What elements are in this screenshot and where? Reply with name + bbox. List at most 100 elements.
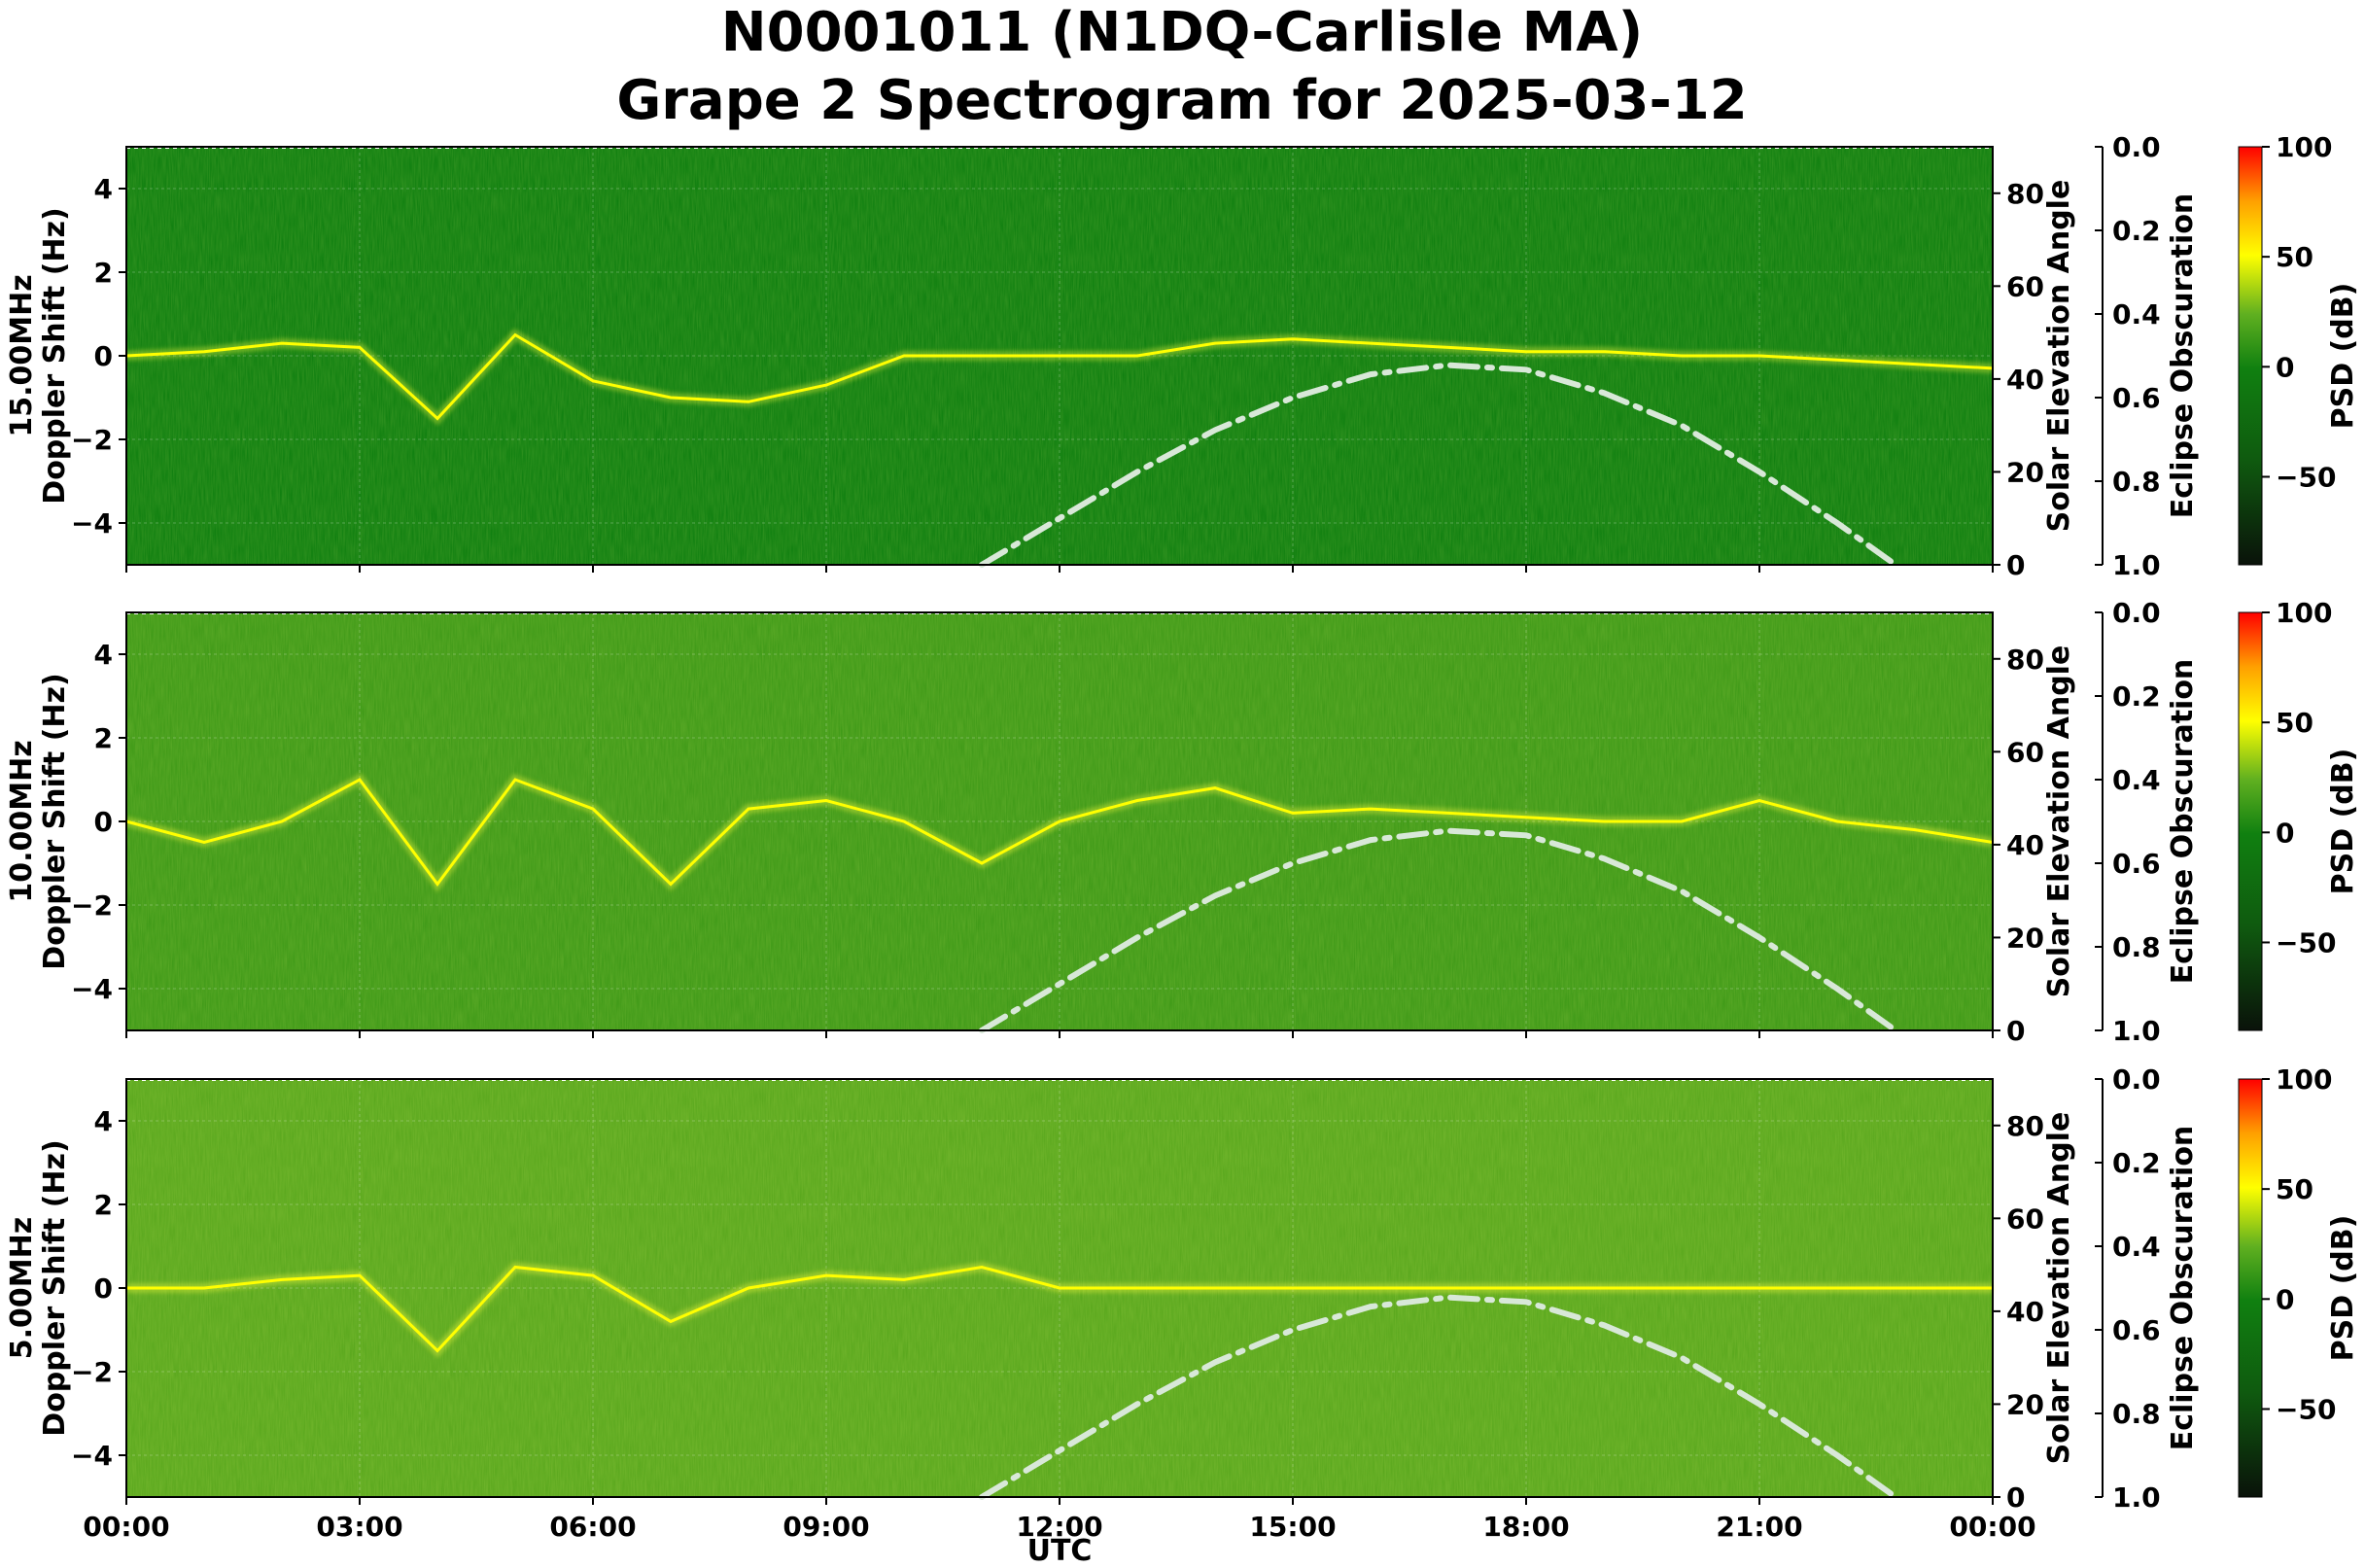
elev-tick-label: 40 (2006, 829, 2044, 861)
x-tick-label: 12:00 (1016, 1511, 1102, 1543)
colorbar-tick-label: −50 (2276, 926, 2336, 958)
colorbar-label: PSD (dB) (2326, 749, 2360, 895)
solar-elevation-curve (979, 1294, 1898, 1500)
y-tick-label: 0 (94, 1272, 113, 1305)
y-tick-label: 2 (94, 257, 113, 289)
y-axis-label-freq: 5.00MHz (5, 1217, 39, 1359)
eclipse-tick-label: 0.8 (2112, 1398, 2161, 1430)
panels: 420−2−415.00MHz Doppler Shift (Hz)0204060… (5, 131, 2360, 1543)
y-tick-label: 2 (94, 1189, 113, 1221)
elev-tick-label: 60 (2006, 736, 2044, 768)
eclipse-tick-label: 0.6 (2112, 848, 2161, 880)
colorbar-tick-label: 50 (2276, 1173, 2313, 1205)
chart-title-line2: Grape 2 Spectrogram for 2025-03-12 (616, 69, 1747, 132)
eclipse-tick-label: 0.2 (2112, 680, 2161, 713)
colorbar (2238, 1078, 2263, 1498)
colorbar-tick-label: −50 (2276, 1393, 2336, 1425)
panel-5.00MHz: 420−2−45.00MHz Doppler Shift (Hz)00:00 03:… (5, 1063, 2360, 1543)
y-axis-label-freq: 10.00MHz (5, 740, 39, 902)
x-tick-label: 21:00 (1716, 1511, 1802, 1543)
eclipse-axis-label: Eclipse Obscuration (2166, 659, 2200, 985)
elev-axis-label: Solar Elevation Angle (2042, 645, 2076, 998)
eclipse-tick-label: 1.0 (2112, 549, 2161, 581)
colorbar-label: PSD (dB) (2326, 283, 2360, 430)
colorbar-tick-label: 0 (2276, 817, 2294, 849)
colorbar (2238, 611, 2263, 1031)
y-axis-label-freq: 15.00MHz (5, 274, 39, 436)
elev-tick-label: 0 (2006, 1481, 2025, 1514)
colorbar-tick-label: 50 (2276, 707, 2313, 739)
chart-title-line1: N0001011 (N1DQ-Carlisle MA) (721, 1, 1643, 64)
elev-tick-label: 0 (2006, 549, 2025, 581)
elev-tick-label: 20 (2006, 922, 2044, 954)
x-axis-label: UTC (1027, 1534, 1093, 1568)
x-tick-label: 09:00 (783, 1511, 869, 1543)
solar-elevation-curve (979, 362, 1898, 568)
x-tick-label: 18:00 (1482, 1511, 1569, 1543)
colorbar-tick-label: 100 (2276, 597, 2332, 629)
colorbar-tick-label: 0 (2276, 1283, 2294, 1315)
eclipse-tick-label: 1.0 (2112, 1015, 2161, 1047)
eclipse-tick-label: 0.4 (2112, 764, 2161, 796)
x-tick-label: 15:00 (1249, 1511, 1336, 1543)
y-tick-label: 4 (94, 639, 113, 671)
eclipse-tick-label: 0.4 (2112, 1231, 2161, 1263)
y-tick-label: 0 (94, 340, 113, 372)
x-tick-label: 03:00 (316, 1511, 402, 1543)
elev-tick-label: 40 (2006, 1296, 2044, 1328)
elev-tick-label: 80 (2006, 644, 2044, 676)
elev-axis-label: Solar Elevation Angle (2042, 1112, 2076, 1465)
y-axis-label-doppler: Doppler Shift (Hz) (38, 1139, 72, 1436)
elev-tick-label: 0 (2006, 1015, 2025, 1047)
y-tick-label: −4 (71, 973, 113, 1005)
eclipse-tick-label: 0.6 (2112, 1314, 2161, 1346)
elev-tick-label: 60 (2006, 270, 2044, 302)
y-tick-label: 4 (94, 1105, 113, 1137)
y-tick-label: −4 (71, 507, 113, 540)
x-tick-label: 06:00 (549, 1511, 636, 1543)
doppler-trace (125, 332, 1994, 421)
eclipse-tick-label: 0.0 (2112, 1063, 2161, 1096)
eclipse-tick-label: 0.8 (2112, 931, 2161, 963)
y-axis-label-doppler: Doppler Shift (Hz) (38, 673, 72, 969)
eclipse-tick-label: 0.8 (2112, 466, 2161, 498)
eclipse-tick-label: 0.0 (2112, 597, 2161, 629)
elev-tick-label: 20 (2006, 456, 2044, 488)
eclipse-tick-label: 0.2 (2112, 215, 2161, 247)
y-tick-label: −2 (71, 424, 113, 456)
doppler-trace (125, 778, 1994, 888)
y-tick-label: 0 (94, 806, 113, 838)
eclipse-tick-label: 0.6 (2112, 382, 2161, 414)
y-axis-label-doppler: Doppler Shift (Hz) (38, 207, 72, 504)
colorbar-label: PSD (dB) (2326, 1215, 2360, 1362)
eclipse-tick-label: 0.4 (2112, 298, 2161, 331)
panel-15.00MHz: 420−2−415.00MHz Doppler Shift (Hz)0204060… (5, 131, 2360, 581)
eclipse-tick-label: 1.0 (2112, 1481, 2161, 1514)
colorbar-tick-label: 100 (2276, 131, 2332, 163)
colorbar (2238, 146, 2263, 566)
colorbar-tick-label: −50 (2276, 461, 2336, 493)
eclipse-axis-label: Eclipse Obscuration (2166, 193, 2200, 519)
eclipse-axis-label: Eclipse Obscuration (2166, 1126, 2200, 1451)
solar-elevation-curve (979, 827, 1898, 1033)
x-tick-label: 00:00 (1949, 1511, 2035, 1543)
elev-axis-label: Solar Elevation Angle (2042, 180, 2076, 533)
eclipse-tick-label: 0.2 (2112, 1147, 2161, 1179)
elev-tick-label: 60 (2006, 1202, 2044, 1235)
y-tick-label: −2 (71, 889, 113, 922)
panel-10.00MHz: 420−2−410.00MHz Doppler Shift (Hz)0204060… (5, 597, 2360, 1047)
x-tick-label: 00:00 (83, 1511, 169, 1543)
elev-tick-label: 80 (2006, 1110, 2044, 1142)
eclipse-tick-label: 0.0 (2112, 131, 2161, 163)
y-tick-label: 2 (94, 722, 113, 754)
colorbar-tick-label: 50 (2276, 241, 2313, 273)
colorbar-tick-label: 0 (2276, 351, 2294, 383)
doppler-trace (126, 1265, 1993, 1353)
y-tick-label: −4 (71, 1440, 113, 1472)
y-tick-label: −2 (71, 1356, 113, 1388)
elev-tick-label: 80 (2006, 178, 2044, 210)
elev-tick-label: 40 (2006, 364, 2044, 396)
y-tick-label: 4 (94, 173, 113, 205)
elev-tick-label: 20 (2006, 1388, 2044, 1420)
